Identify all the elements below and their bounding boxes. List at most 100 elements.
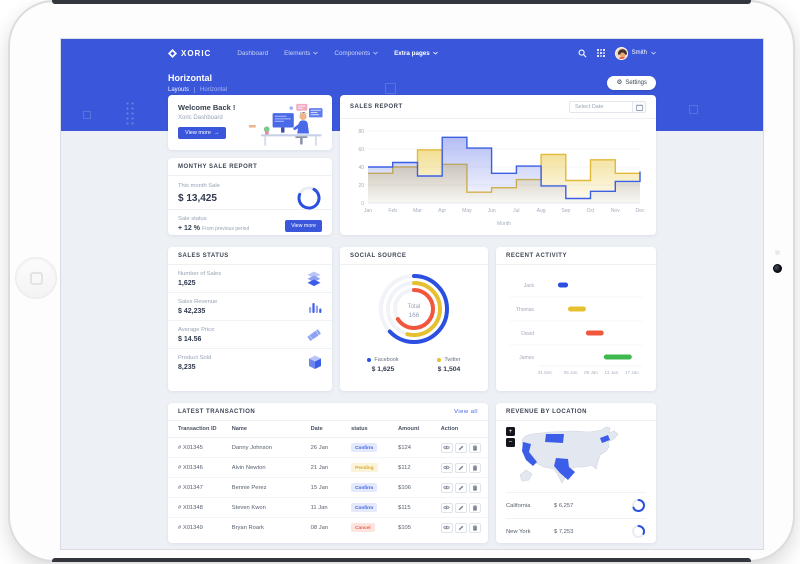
map-zoom-in-button[interactable]: +	[506, 427, 515, 436]
location-row: New York $ 7,253	[506, 518, 646, 543]
calendar-icon[interactable]	[632, 102, 645, 112]
menu-item-dashboard[interactable]: Dashboard	[237, 50, 268, 57]
settings-button[interactable]: ⚙ Settings	[607, 76, 656, 90]
status-badge: Confirm	[351, 503, 378, 512]
svg-text:80: 80	[358, 129, 364, 135]
edit-button[interactable]	[454, 482, 467, 493]
search-icon[interactable]	[578, 49, 587, 58]
col-action: Action	[436, 421, 488, 438]
state-california	[522, 442, 537, 466]
svg-text:Jul: Jul	[513, 208, 519, 214]
svg-text:Jan: Jan	[364, 208, 372, 214]
screen: XORIC Dashboard Elements Components	[60, 38, 764, 550]
menu-item-extra-pages[interactable]: Extra pages	[394, 50, 438, 57]
transaction-amount: $105	[398, 524, 411, 531]
delete-button[interactable]	[468, 502, 481, 513]
transaction-id[interactable]: # X01346	[168, 457, 228, 478]
workspace-illustration	[248, 103, 323, 146]
delete-button[interactable]	[468, 462, 481, 473]
status-row: Product Sold 8,235	[168, 349, 332, 376]
sale-status-note: From previous period	[202, 226, 250, 232]
transaction-id[interactable]: # X01349	[178, 524, 203, 531]
view-more-button[interactable]: View more	[285, 220, 322, 232]
status-badge: Pending	[351, 463, 378, 472]
camera-icon	[773, 264, 782, 273]
bar-chart-icon	[309, 302, 322, 313]
state-new-york	[600, 435, 610, 443]
location-name: California	[506, 502, 531, 509]
svg-text:Jun: Jun	[488, 208, 496, 214]
transaction-name: Bryan Roark	[231, 524, 264, 531]
brand-logo[interactable]: XORIC	[168, 48, 212, 58]
table-row[interactable]: # X01346 Alvin Newton 21 Jan Pending $11…	[168, 457, 488, 478]
transaction-amount: $124	[394, 437, 437, 458]
transaction-id[interactable]: # X01345	[168, 437, 228, 458]
menu-label: Dashboard	[237, 49, 269, 57]
view-all-link[interactable]: View all	[454, 409, 478, 415]
edit-button[interactable]	[454, 462, 467, 473]
action-buttons	[440, 502, 484, 513]
svg-text:Dec: Dec	[636, 208, 645, 214]
view-button[interactable]	[440, 482, 453, 493]
transaction-amount: $115	[394, 497, 437, 518]
sales-report-chart: 0 20 40 60 80 Jan Feb Mar Apr May Jun Jul Aug Sep Oct N…	[340, 119, 656, 234]
view-button[interactable]	[440, 442, 453, 453]
select-date-input[interactable]	[570, 102, 632, 112]
legend-label: Facebook	[374, 357, 399, 363]
legend-value: $ 1,625	[371, 366, 395, 373]
table-row[interactable]: # X01349 Bryan Roark 08 Jan Cancel $105	[168, 518, 488, 538]
menu-label: Components	[334, 49, 371, 57]
svg-text:May: May	[462, 208, 472, 214]
svg-text:17 Jan: 17 Jan	[625, 370, 639, 375]
card-title: SALES REPORT	[350, 104, 403, 110]
home-button[interactable]	[15, 257, 57, 299]
state-texas	[554, 458, 575, 480]
svg-text:20: 20	[358, 183, 364, 189]
apps-grid-icon[interactable]	[596, 49, 605, 57]
decorative-square	[689, 105, 698, 114]
svg-text:Aug: Aug	[537, 208, 546, 214]
legend-facebook: Facebook $ 1,625	[367, 357, 399, 373]
status-label: Number of Sales	[178, 270, 222, 277]
delete-button[interactable]	[468, 522, 481, 533]
svg-text:Nov: Nov	[611, 208, 620, 214]
view-more-button[interactable]: View more →	[178, 127, 227, 139]
edit-button[interactable]	[454, 442, 467, 453]
edit-button[interactable]	[454, 502, 467, 513]
svg-text:Apr: Apr	[438, 208, 446, 214]
user-menu[interactable]: Smith	[614, 46, 656, 60]
svg-text:Jack: Jack	[524, 283, 535, 289]
svg-text:13 Jan: 13 Jan	[605, 370, 619, 375]
tablet-top-edge	[52, 0, 751, 4]
view-button[interactable]	[440, 502, 453, 513]
us-map[interactable]	[506, 425, 646, 487]
menu-item-elements[interactable]: Elements	[284, 50, 319, 57]
menu-item-components[interactable]: Components	[334, 50, 378, 57]
brand-name: XORIC	[181, 48, 212, 58]
svg-text:0: 0	[361, 201, 364, 207]
table-row[interactable]: # X01348 Steven Kwon 11 Jan Confirm $115	[168, 497, 488, 518]
view-button[interactable]	[440, 522, 453, 533]
table-row[interactable]: # X01347 Bennie Perez 15 Jan Confirm $10…	[168, 477, 488, 498]
map-zoom-out-button[interactable]: −	[506, 438, 515, 447]
tablet-bottom-edge	[52, 558, 751, 562]
edit-button[interactable]	[454, 522, 467, 533]
monthly-sale-report-card: MONTHY SALE REPORT This month Sale $ 13,…	[168, 158, 332, 235]
delete-button[interactable]	[468, 482, 481, 493]
action-buttons	[440, 442, 484, 453]
breadcrumb-section[interactable]: Layouts	[168, 87, 190, 93]
facebook-dot	[367, 358, 372, 362]
sale-status-label: Sale status	[178, 216, 207, 222]
top-navbar: XORIC Dashboard Elements Components	[61, 39, 763, 67]
eye-icon	[443, 485, 451, 490]
delete-button[interactable]	[468, 442, 481, 453]
table-row[interactable]: # X01345 Danny Johnson 26 Jan Confirm $1…	[168, 437, 488, 458]
col-status: status	[347, 421, 395, 438]
sales-status-card: SALES STATUS Number of Sales 1,625	[168, 247, 332, 391]
trash-icon	[472, 464, 478, 471]
transaction-id[interactable]: # X01348	[168, 497, 228, 518]
view-button[interactable]	[440, 462, 453, 473]
transaction-name: Steven Kwon	[227, 497, 307, 518]
action-buttons	[440, 482, 484, 493]
transaction-id[interactable]: # X01347	[168, 477, 228, 498]
